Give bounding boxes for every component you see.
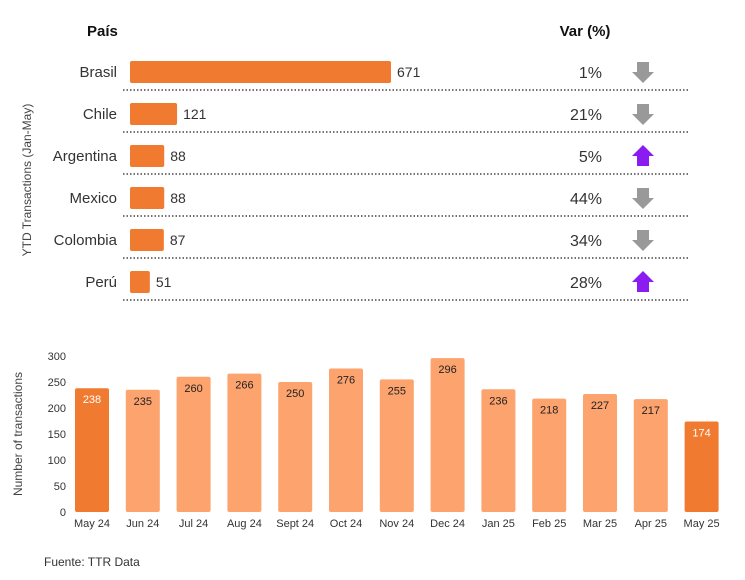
y-tick-label: 300 xyxy=(48,351,66,363)
month-value-label: 255 xyxy=(388,385,406,397)
month-value-label: 266 xyxy=(235,380,253,392)
month-tick-label: Apr 25 xyxy=(635,518,667,530)
country-value-label: 671 xyxy=(397,64,421,80)
y-tick-label: 150 xyxy=(48,429,66,441)
month-value-label: 296 xyxy=(438,364,456,376)
monthly-axis-label: Number of transactions xyxy=(11,372,25,496)
variation-value: 1% xyxy=(579,65,602,82)
arrow-down-icon xyxy=(632,230,654,251)
arrow-down-icon xyxy=(632,188,654,209)
month-tick-label: Aug 24 xyxy=(227,518,262,530)
country-bar xyxy=(130,271,150,293)
month-tick-label: May 25 xyxy=(684,518,720,530)
month-bar xyxy=(125,389,160,512)
month-bar xyxy=(75,388,109,512)
y-tick-label: 200 xyxy=(48,403,66,415)
month-value-label: 227 xyxy=(591,400,609,412)
month-value-label: 174 xyxy=(692,428,710,440)
month-bar xyxy=(633,399,668,512)
y-tick-label: 50 xyxy=(54,481,66,493)
country-label: Colombia xyxy=(54,232,118,249)
country-label: Argentina xyxy=(53,148,118,165)
source-note: Fuente: TTR Data xyxy=(44,555,140,569)
variation-value: 34% xyxy=(570,233,602,250)
country-label: Chile xyxy=(83,106,117,123)
month-bar xyxy=(176,376,211,512)
country-label: Perú xyxy=(85,274,117,291)
country-label: Mexico xyxy=(69,190,117,207)
country-value-label: 87 xyxy=(170,232,186,248)
month-tick-label: Jan 25 xyxy=(482,518,515,530)
arrow-up-icon xyxy=(632,145,654,166)
country-value-label: 51 xyxy=(156,274,172,290)
variation-value: 21% xyxy=(570,107,602,124)
month-value-label: 217 xyxy=(642,405,660,417)
arrow-down-icon xyxy=(632,62,654,83)
y-tick-label: 250 xyxy=(48,377,66,389)
month-tick-label: May 24 xyxy=(74,518,110,530)
month-bar xyxy=(278,382,313,512)
y-tick-label: 0 xyxy=(60,507,66,519)
ytd-country-chart: País Var (%) YTD Transactions (Jan-May) Bra… xyxy=(20,23,688,301)
variation-value: 44% xyxy=(570,191,602,208)
country-bar xyxy=(130,229,164,251)
variation-value: 28% xyxy=(570,275,602,292)
month-tick-label: Jun 24 xyxy=(126,518,159,530)
month-value-label: 236 xyxy=(489,395,507,407)
country-value-label: 121 xyxy=(183,106,207,122)
month-value-label: 218 xyxy=(540,405,558,417)
month-bar xyxy=(379,379,414,512)
ytd-axis-label: YTD Transactions (Jan-May) xyxy=(20,104,34,257)
month-bar xyxy=(430,358,465,512)
month-value-label: 238 xyxy=(83,394,101,406)
y-tick-label: 100 xyxy=(48,455,66,467)
month-bar xyxy=(481,389,516,512)
month-tick-label: Sept 24 xyxy=(276,518,314,530)
month-tick-label: Dec 24 xyxy=(430,518,465,530)
month-value-label: 260 xyxy=(184,383,202,395)
country-bar xyxy=(130,61,391,83)
country-bar xyxy=(130,145,165,167)
month-bar xyxy=(227,373,262,512)
month-bar xyxy=(532,398,567,512)
arrow-up-icon xyxy=(632,271,654,292)
variation-header: Var (%) xyxy=(560,23,611,40)
month-bar xyxy=(329,368,363,512)
variation-value: 5% xyxy=(579,149,602,166)
month-bar xyxy=(684,421,719,512)
month-value-label: 235 xyxy=(134,396,152,408)
arrow-down-icon xyxy=(632,104,654,125)
monthly-transactions-chart: Number of transactions 0 50 100 150 200 250 300… xyxy=(11,351,720,530)
month-tick-label: Nov 24 xyxy=(379,518,414,530)
country-value-label: 88 xyxy=(170,190,186,206)
month-value-label: 250 xyxy=(286,388,304,400)
country-header: País xyxy=(87,23,118,40)
month-tick-label: Feb 25 xyxy=(532,518,566,530)
month-value-label: 276 xyxy=(337,374,355,386)
month-tick-label: Mar 25 xyxy=(583,518,617,530)
month-tick-label: Jul 24 xyxy=(179,518,208,530)
country-label: Brasil xyxy=(79,64,117,81)
country-value-label: 88 xyxy=(170,148,186,164)
month-bar xyxy=(583,393,617,512)
month-tick-label: Oct 24 xyxy=(330,518,362,530)
country-bar xyxy=(130,103,178,125)
country-bar xyxy=(130,187,165,209)
